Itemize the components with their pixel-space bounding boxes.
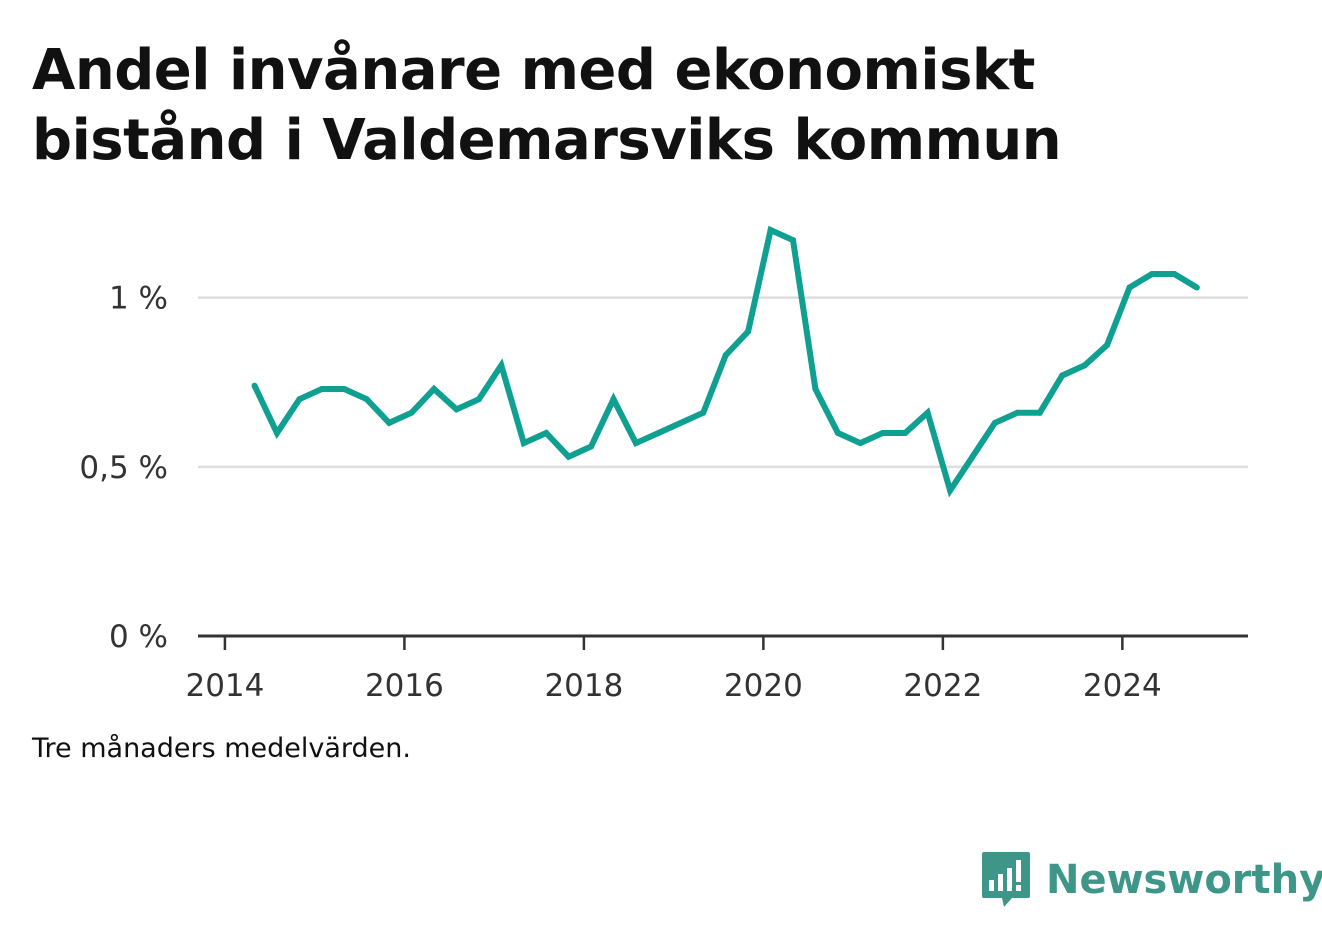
data-point xyxy=(834,430,841,436)
gridlines xyxy=(198,296,1248,469)
data-point xyxy=(812,386,819,393)
chart-title: Andel invånare med ekonomiskt bistånd i … xyxy=(32,36,1232,176)
data-point xyxy=(386,419,393,426)
data-point xyxy=(700,409,707,416)
data-point xyxy=(1081,362,1088,369)
bar-chart-speech-bubble-icon xyxy=(982,852,1030,907)
data-point xyxy=(745,328,752,335)
data-point xyxy=(767,227,774,233)
series-line-0 xyxy=(251,225,1199,498)
data-point xyxy=(588,443,595,450)
data-point xyxy=(565,453,572,460)
x-tick-label: 2020 xyxy=(724,668,803,704)
data-point xyxy=(969,453,976,460)
x-axis-ticks: 2014 2016 2018 2020 2022 2024 xyxy=(185,636,1162,704)
data-point xyxy=(341,386,348,393)
data-point xyxy=(520,440,527,447)
x-tick-label: 2016 xyxy=(365,668,444,704)
data-point xyxy=(1171,270,1178,277)
data-point xyxy=(498,362,505,369)
brand-name: Newsworthy xyxy=(1046,857,1322,903)
data-point xyxy=(1014,409,1021,416)
data-point xyxy=(610,396,617,403)
data-point xyxy=(296,396,303,403)
chart-title-line-1: Andel invånare med ekonomiskt xyxy=(32,38,1035,103)
y-axis-ticks: 0 % 0,5 % 1 % xyxy=(79,281,168,655)
data-point xyxy=(1036,409,1043,416)
data-point xyxy=(722,352,729,359)
x-tick-label: 2022 xyxy=(903,668,982,704)
data-point xyxy=(857,440,864,447)
data-point xyxy=(632,440,639,447)
x-tick-label: 2014 xyxy=(185,668,264,704)
y-tick-label: 0,5 % xyxy=(79,450,168,486)
data-point xyxy=(431,386,438,393)
chart-title-line-2: bistånd i Valdemarsviks kommun xyxy=(32,108,1062,173)
data-point xyxy=(475,396,482,403)
x-tick-label: 2024 xyxy=(1083,668,1162,704)
data-point xyxy=(318,386,325,393)
data-point xyxy=(924,409,931,416)
data-point xyxy=(991,419,998,426)
chart-note: Tre månaders medelvärden. xyxy=(32,733,411,764)
data-point xyxy=(1193,284,1200,291)
data-point xyxy=(273,430,280,436)
data-point xyxy=(902,430,909,436)
data-point xyxy=(408,409,415,416)
data-point xyxy=(1148,270,1155,277)
series-layer xyxy=(251,225,1200,498)
data-point xyxy=(677,419,684,426)
x-tick-label: 2018 xyxy=(544,668,623,704)
y-tick-label: 1 % xyxy=(109,281,168,317)
data-point xyxy=(543,430,550,436)
data-point xyxy=(1126,284,1133,291)
data-point xyxy=(453,406,460,413)
data-point xyxy=(1104,342,1111,349)
data-point xyxy=(1059,372,1066,379)
data-point xyxy=(655,430,662,436)
data-point xyxy=(790,237,796,244)
y-tick-label: 0 % xyxy=(109,619,168,655)
data-point xyxy=(363,396,370,403)
data-point xyxy=(251,382,258,389)
data-point xyxy=(879,430,886,436)
brand-logo: Newsworthy xyxy=(980,850,1322,910)
data-point xyxy=(947,487,954,494)
